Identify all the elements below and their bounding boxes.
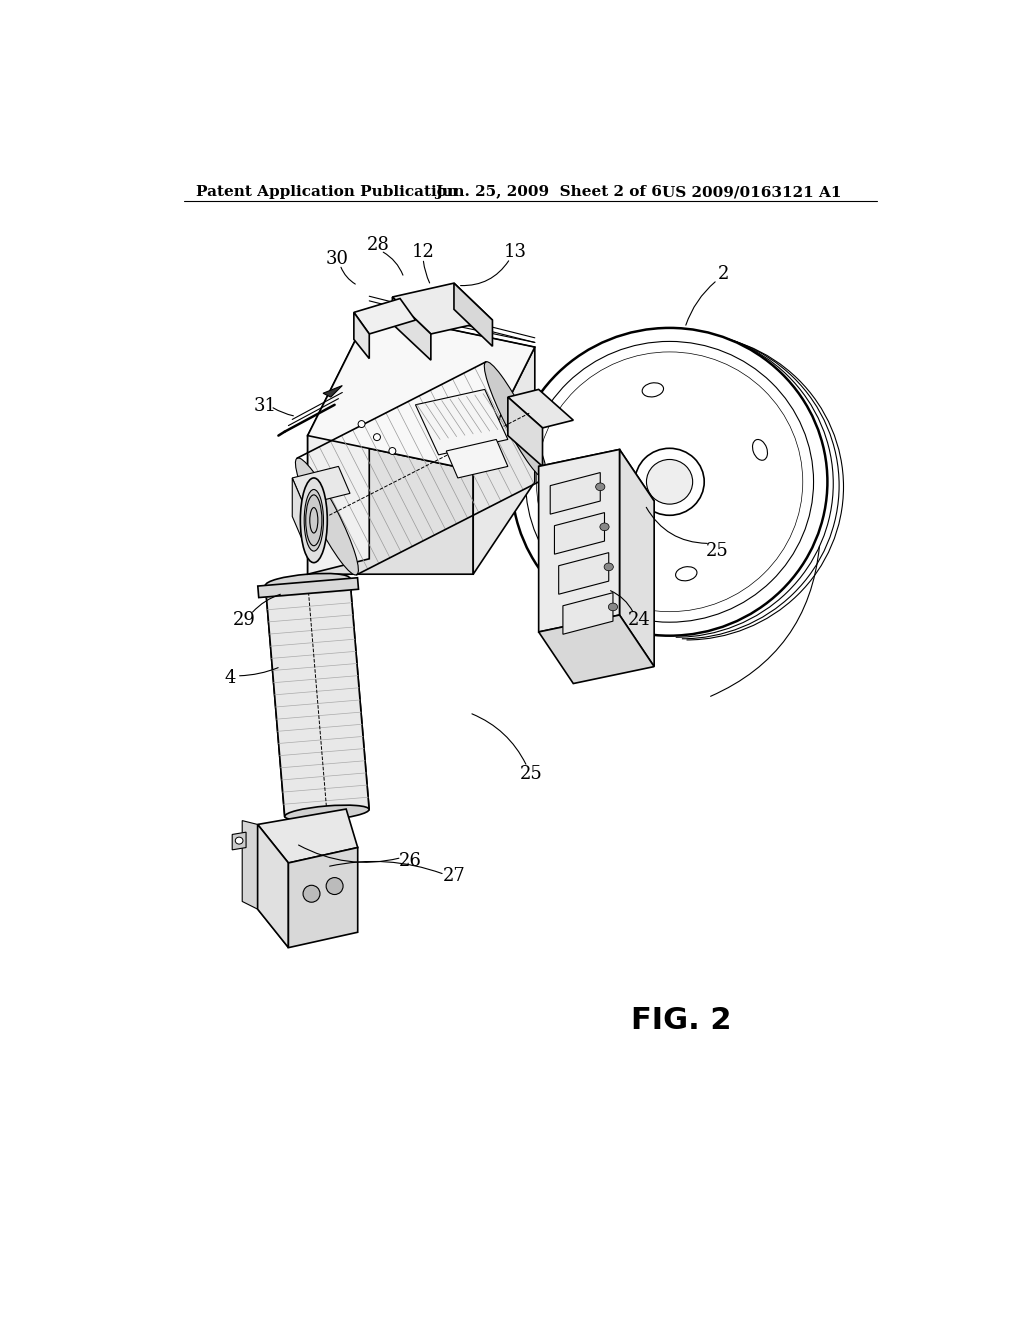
Ellipse shape <box>600 523 609 531</box>
Polygon shape <box>392 284 493 334</box>
Polygon shape <box>620 449 654 667</box>
Text: 2: 2 <box>718 265 729 282</box>
Ellipse shape <box>512 327 827 636</box>
Text: FIG. 2: FIG. 2 <box>631 1006 731 1035</box>
Polygon shape <box>539 615 654 684</box>
Ellipse shape <box>753 440 768 461</box>
Ellipse shape <box>642 383 664 397</box>
Polygon shape <box>292 478 304 544</box>
Polygon shape <box>354 298 416 334</box>
Ellipse shape <box>525 342 813 622</box>
Polygon shape <box>258 825 289 948</box>
Text: 25: 25 <box>706 543 729 560</box>
Ellipse shape <box>265 573 350 590</box>
Ellipse shape <box>236 837 243 843</box>
Text: 26: 26 <box>398 851 422 870</box>
Ellipse shape <box>358 421 365 428</box>
Ellipse shape <box>608 603 617 611</box>
Polygon shape <box>232 832 246 850</box>
Text: 27: 27 <box>442 867 465 884</box>
Ellipse shape <box>304 490 324 552</box>
Ellipse shape <box>604 564 613 570</box>
Polygon shape <box>307 436 473 574</box>
Polygon shape <box>243 821 289 948</box>
Ellipse shape <box>296 458 358 576</box>
Polygon shape <box>292 466 350 506</box>
Ellipse shape <box>646 459 692 504</box>
Text: US 2009/0163121 A1: US 2009/0163121 A1 <box>662 185 842 199</box>
Ellipse shape <box>596 483 605 491</box>
Text: 13: 13 <box>504 243 527 261</box>
Ellipse shape <box>300 478 328 562</box>
Ellipse shape <box>306 495 322 545</box>
Polygon shape <box>392 297 431 360</box>
Polygon shape <box>454 284 493 346</box>
Ellipse shape <box>374 434 381 441</box>
Ellipse shape <box>484 362 547 479</box>
Polygon shape <box>559 553 608 594</box>
Text: 12: 12 <box>412 243 434 261</box>
Text: Patent Application Publication: Patent Application Publication <box>196 185 458 199</box>
Polygon shape <box>539 449 620 632</box>
Polygon shape <box>563 593 613 635</box>
Polygon shape <box>354 313 370 359</box>
Ellipse shape <box>303 886 319 903</box>
Ellipse shape <box>326 878 343 895</box>
Polygon shape <box>550 473 600 515</box>
Polygon shape <box>307 313 370 574</box>
Polygon shape <box>508 397 543 466</box>
Text: 28: 28 <box>367 236 390 253</box>
Ellipse shape <box>567 487 582 508</box>
Polygon shape <box>508 389 573 428</box>
Text: 4: 4 <box>225 669 237 688</box>
Polygon shape <box>323 385 342 397</box>
Ellipse shape <box>389 447 396 454</box>
Ellipse shape <box>676 566 697 581</box>
Polygon shape <box>473 347 535 574</box>
Polygon shape <box>307 313 535 470</box>
Text: Jun. 25, 2009  Sheet 2 of 6: Jun. 25, 2009 Sheet 2 of 6 <box>435 185 662 199</box>
Polygon shape <box>539 449 654 517</box>
Text: 31: 31 <box>254 397 276 416</box>
Polygon shape <box>416 389 508 455</box>
Text: 25: 25 <box>519 766 543 783</box>
Ellipse shape <box>310 508 317 533</box>
Ellipse shape <box>635 449 705 515</box>
Text: 24: 24 <box>628 611 650 630</box>
Ellipse shape <box>285 805 369 821</box>
Polygon shape <box>258 578 358 598</box>
Polygon shape <box>446 440 508 478</box>
Text: 29: 29 <box>233 611 256 630</box>
Polygon shape <box>258 809 357 863</box>
Ellipse shape <box>537 352 803 611</box>
Text: 30: 30 <box>326 249 348 268</box>
Polygon shape <box>289 847 357 948</box>
Polygon shape <box>265 578 369 816</box>
Polygon shape <box>554 512 604 554</box>
